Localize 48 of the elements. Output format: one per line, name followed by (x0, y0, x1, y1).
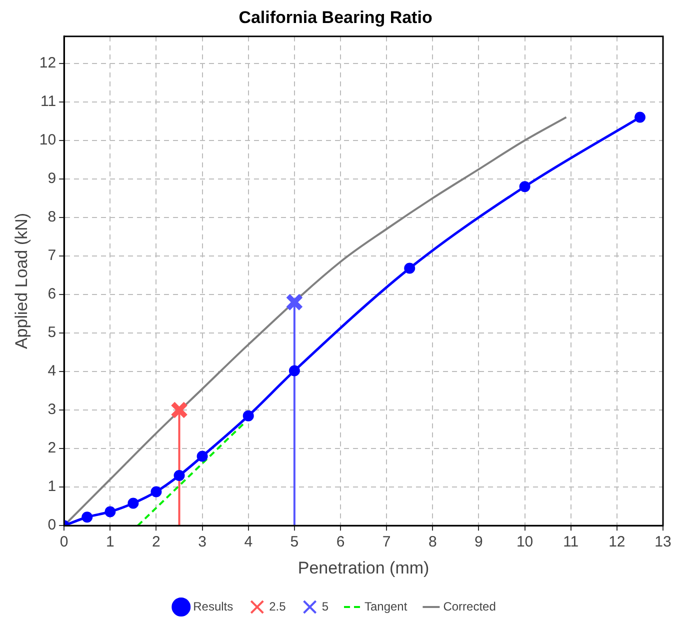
point (128, 498, 139, 509)
point (404, 262, 416, 274)
point (288, 365, 300, 376)
y-tick-label: 6 (48, 286, 56, 303)
point (174, 470, 185, 482)
legend-label: 5 (322, 599, 329, 614)
point (519, 181, 530, 192)
y-tick-label: 1 (48, 478, 56, 496)
y-tick-label: 0 (48, 516, 56, 534)
y-tick-label: 2 (48, 440, 56, 457)
chart-title: California Bearing Ratio (238, 8, 432, 27)
legend-label: Corrected (443, 599, 496, 614)
x-tick-label: 1 (106, 534, 114, 551)
x-tick-label: 11 (563, 534, 579, 551)
y-tick-label: 4 (48, 362, 56, 380)
point (242, 410, 254, 422)
x-tick-label: 4 (244, 534, 253, 551)
y-tick-label: 3 (48, 401, 56, 418)
x-tick-label: 12 (608, 534, 626, 551)
point (170, 401, 188, 419)
legend-label: Results (193, 599, 234, 614)
y-axis-title: Applied Load (kN) (12, 212, 31, 350)
point (82, 512, 93, 523)
x-tick-label: 0 (60, 534, 68, 551)
x-tick-label: 6 (336, 534, 345, 551)
y-tick-label: 5 (48, 324, 56, 342)
point (150, 486, 162, 498)
x-tick-label: 2 (152, 534, 160, 551)
legend-label: Tangent (364, 599, 408, 614)
point (104, 506, 116, 518)
y-tick-label: 12 (39, 54, 56, 72)
x-tick-label: 9 (474, 534, 483, 551)
x-tick-label: 10 (516, 534, 534, 551)
point (634, 112, 646, 123)
point (286, 293, 304, 312)
y-tick-label: 11 (40, 93, 56, 110)
x-axis-title: Penetration (mm) (298, 558, 430, 578)
legend-label: 2.5 (269, 599, 286, 614)
y-tick-label: 8 (48, 208, 56, 226)
x-tick-label: 3 (198, 534, 206, 551)
y-tick-label: 10 (39, 132, 56, 149)
x-tick-label: 13 (654, 534, 672, 551)
x-tick-label: 5 (290, 534, 299, 551)
y-tick-label: 7 (48, 247, 56, 264)
y-tick-label: 9 (48, 170, 56, 188)
x-tick-label: 7 (382, 534, 391, 551)
x-tick-label: 8 (428, 534, 437, 551)
point (196, 450, 208, 462)
